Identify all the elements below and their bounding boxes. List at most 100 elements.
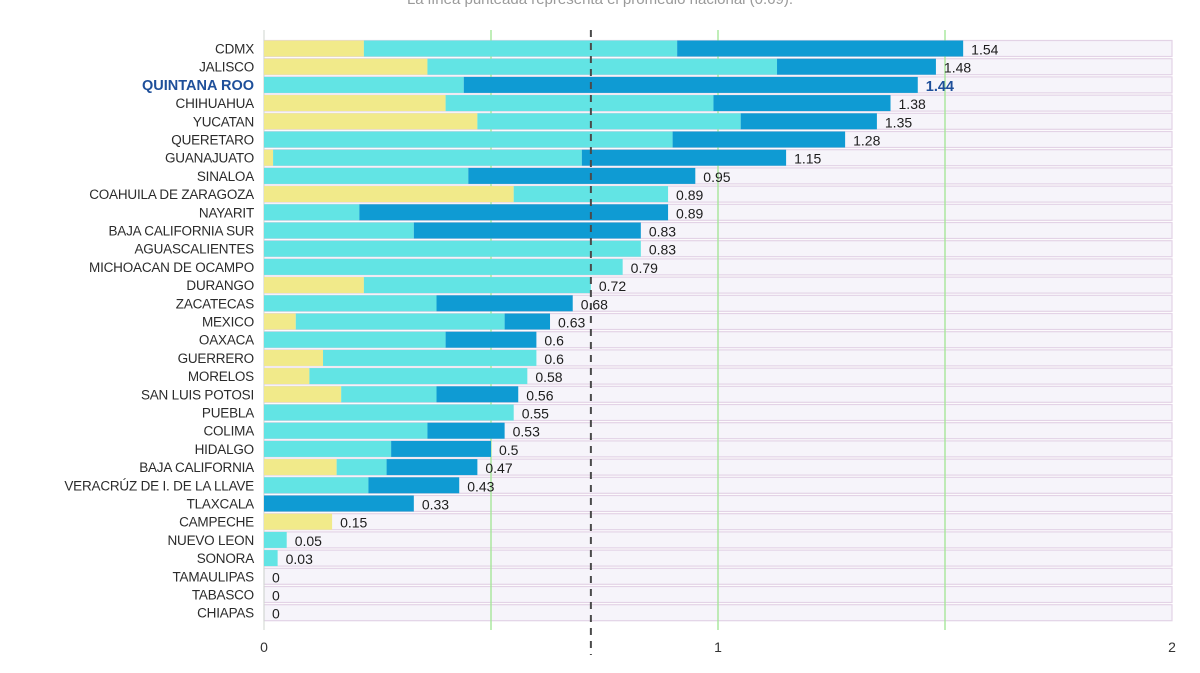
category-label: TLAXCALA <box>187 497 255 512</box>
bar-segment-3 <box>445 331 537 348</box>
value-label: 0.55 <box>522 406 549 422</box>
bar-segment-2 <box>264 76 464 93</box>
bar-segment-1 <box>264 149 274 166</box>
value-label: 0.68 <box>581 296 608 312</box>
category-label: TABASCO <box>192 588 254 603</box>
bar-segment-2 <box>264 531 287 548</box>
value-label: 0.03 <box>286 551 313 567</box>
bar-segment-2 <box>264 222 414 239</box>
bar-segment-3 <box>677 40 964 57</box>
bar-segment-1 <box>264 349 324 366</box>
category-label: SAN LUIS POTOSI <box>141 387 254 402</box>
category-label: MORELOS <box>188 369 254 384</box>
bar-segment-3 <box>368 477 460 494</box>
category-label: BAJA CALIFORNIA <box>139 460 254 475</box>
bar-segment-3 <box>359 204 669 221</box>
bar-segment-3 <box>777 58 936 75</box>
bar-segment-3 <box>386 459 478 476</box>
bar-segment-2 <box>264 167 469 184</box>
value-label: 0 <box>272 569 280 585</box>
value-label: 0.05 <box>295 533 322 549</box>
category-label: QUERETARO <box>171 133 254 148</box>
category-label: GUERRERO <box>178 351 254 366</box>
bar-segment-2 <box>264 258 623 275</box>
value-label: 0.72 <box>599 278 626 294</box>
value-label: 1.15 <box>794 151 821 167</box>
bar-segment-2 <box>264 204 360 221</box>
bar-segment-1 <box>264 40 364 57</box>
category-label: VERACRÚZ DE I. DE LA LLAVE <box>64 478 254 493</box>
bar-segment-2 <box>264 240 641 257</box>
bar-segment-3 <box>436 386 519 403</box>
category-label: AGUASCALIENTES <box>135 242 255 257</box>
category-label: MEXICO <box>202 315 254 330</box>
category-label: QUINTANA ROO <box>142 78 254 94</box>
category-label: NUEVO LEON <box>167 533 254 548</box>
x-tick-label: 2 <box>1168 639 1176 655</box>
value-label: 1.48 <box>944 60 971 76</box>
category-label: NAYARIT <box>199 205 254 220</box>
bar-segment-2 <box>264 550 278 567</box>
bar-segment-3 <box>713 95 891 112</box>
value-label: 0 <box>272 588 280 604</box>
bar-segment-2 <box>363 40 678 57</box>
bar-segment-2 <box>264 295 437 312</box>
value-label: 0.89 <box>676 205 703 221</box>
value-label: 1.35 <box>885 114 912 130</box>
category-label: COLIMA <box>203 424 254 439</box>
bar-segment-3 <box>468 167 696 184</box>
category-label: CDMX <box>215 42 254 57</box>
bar-segment-3 <box>463 76 918 93</box>
value-label: 1.28 <box>853 133 880 149</box>
value-label: 0.6 <box>544 351 564 367</box>
value-label: 0.89 <box>676 187 703 203</box>
bar-segment-3 <box>581 149 787 166</box>
category-label: PUEBLA <box>202 406 254 421</box>
bar-segment-2 <box>264 477 369 494</box>
bar-segment-1 <box>264 113 478 130</box>
bar-segment-2 <box>513 186 669 203</box>
category-label: BAJA CALIFORNIA SUR <box>109 224 255 239</box>
bar-segment-1 <box>264 368 310 385</box>
value-label: 0.79 <box>631 260 658 276</box>
value-label: 0.58 <box>535 369 562 385</box>
bar-segment-1 <box>264 386 342 403</box>
bar-segment-1 <box>264 277 364 294</box>
bar-segment-3 <box>504 313 551 330</box>
category-label: TAMAULIPAS <box>172 569 254 584</box>
bar-segment-2 <box>363 277 591 294</box>
category-label: ZACATECAS <box>176 296 254 311</box>
value-label: 1.44 <box>926 79 954 95</box>
value-label: 0.95 <box>703 169 730 185</box>
bar-segment-2 <box>264 440 392 457</box>
category-label: MICHOACAN DE OCAMPO <box>89 260 254 275</box>
bar-segment-3 <box>391 440 491 457</box>
x-tick-label: 0 <box>260 639 268 655</box>
category-label: DURANGO <box>186 278 254 293</box>
value-label: 0.56 <box>526 387 553 403</box>
bar-segment-3 <box>740 113 877 130</box>
bar-segment-2 <box>323 349 537 366</box>
bar-segment-1 <box>264 513 333 530</box>
bar-segment-2 <box>295 313 505 330</box>
category-label: COAHUILA DE ZARAGOZA <box>89 187 254 202</box>
value-label: 0.6 <box>544 333 564 349</box>
bar-segment-1 <box>264 459 337 476</box>
category-label: YUCATAN <box>193 114 254 129</box>
value-label: 0.43 <box>467 478 494 494</box>
value-label: 0.33 <box>422 497 449 513</box>
bar-segment-2 <box>264 131 673 148</box>
bar-segment-1 <box>264 58 428 75</box>
category-label: CHIHUAHUA <box>176 96 255 111</box>
bar-segment-2 <box>309 368 528 385</box>
value-label: 0.53 <box>513 424 540 440</box>
value-label: 0.83 <box>649 224 676 240</box>
category-label: SONORA <box>197 551 255 566</box>
category-label: CAMPECHE <box>179 515 254 530</box>
bar-segment-1 <box>264 186 514 203</box>
category-label: JALISCO <box>199 60 254 75</box>
bar-segment-2 <box>477 113 741 130</box>
bar-segment-2 <box>264 422 428 439</box>
category-label: GUANAJUATO <box>165 151 254 166</box>
value-label: 0.5 <box>499 442 519 458</box>
